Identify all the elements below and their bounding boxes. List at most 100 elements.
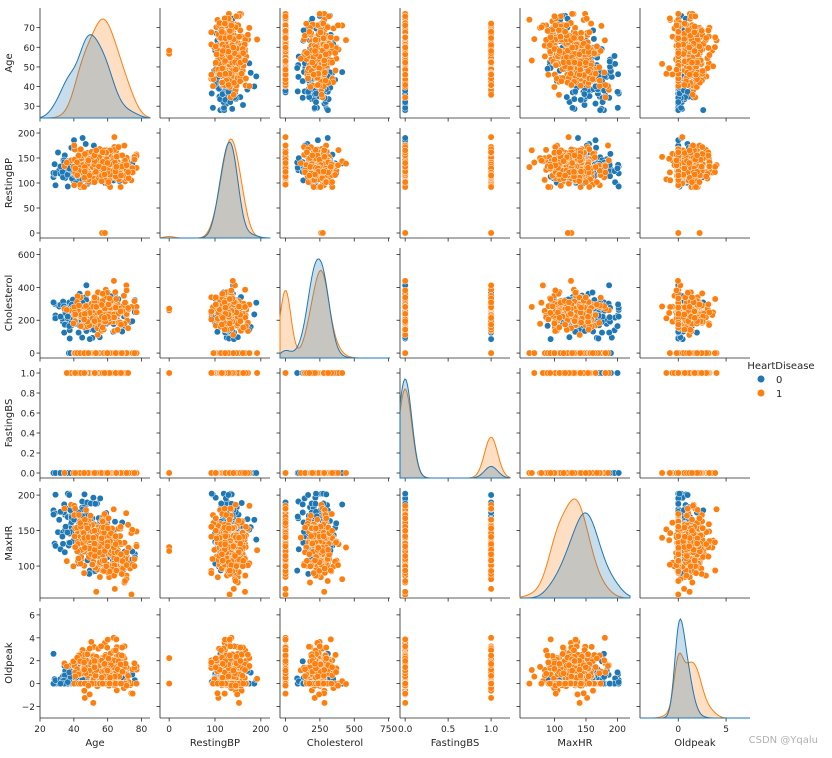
scatter-point-1 [487, 20, 495, 28]
scatter-point-1 [702, 34, 710, 42]
scatter-point-1 [699, 67, 707, 75]
scatter-point-1 [209, 82, 217, 90]
scatter-point-0 [239, 101, 247, 109]
scatter-point-1 [320, 34, 328, 42]
scatter-point-1 [604, 142, 612, 149]
scatter-point-1 [245, 82, 253, 90]
scatter-point-1 [216, 71, 224, 79]
scatter-point-1 [711, 43, 719, 51]
scatter-point-1 [80, 174, 88, 182]
scatter-point-1 [310, 71, 318, 79]
scatter-point-0 [577, 96, 585, 104]
scatter-point-1 [576, 66, 584, 74]
scatter-point-1 [666, 14, 674, 22]
panel-RestingBP-vs-Cholesterol [276, 128, 390, 242]
panel-RestingBP-vs-RestingBP [156, 128, 271, 242]
scatter-point-1 [321, 153, 328, 161]
scatter-point-1 [577, 183, 585, 191]
scatter-point-1 [689, 91, 697, 99]
scatter-point-1 [120, 142, 128, 150]
scatter-point-1 [70, 181, 78, 189]
scatter-point-0 [220, 104, 228, 112]
scatter-point-1 [401, 146, 409, 154]
scatter-point-0 [79, 134, 87, 142]
scatter-point-0 [611, 52, 618, 60]
scatter-point-1 [585, 145, 593, 153]
pairplot-panels [36, 8, 750, 722]
scatter-point-0 [580, 90, 588, 98]
scatter-point-1 [487, 148, 495, 156]
scatter-point-1 [487, 91, 495, 99]
scatter-point-1 [245, 24, 253, 32]
scatter-point-1 [282, 149, 289, 157]
scatter-point-1 [117, 172, 125, 179]
panel-Age-vs-RestingBP [156, 8, 270, 122]
scatter-point-1 [557, 33, 564, 41]
panel-Age-vs-Cholesterol [276, 8, 390, 122]
scatter-point-1 [320, 146, 328, 154]
scatter-point-1 [690, 28, 698, 36]
scatter-point-1 [105, 178, 112, 186]
scatter-point-1 [547, 163, 555, 171]
scatter-point-1 [282, 12, 289, 20]
scatter-point-1 [487, 183, 495, 191]
scatter-point-1 [401, 159, 409, 167]
scatter-point-0 [308, 15, 316, 23]
scatter-point-1 [487, 28, 495, 36]
scatter-point-1 [698, 27, 706, 35]
scatter-point-0 [54, 149, 62, 156]
scatter-point-1 [236, 77, 244, 85]
scatter-point-0 [590, 35, 598, 43]
scatter-point-1 [282, 27, 289, 35]
scatter-point-1 [547, 33, 555, 41]
scatter-point-0 [570, 95, 578, 103]
scatter-point-1 [218, 28, 226, 36]
scatter-point-1 [557, 77, 565, 85]
scatter-point-1 [322, 50, 330, 58]
scatter-point-0 [563, 93, 571, 101]
scatter-point-1 [322, 77, 329, 85]
scatter-point-1 [401, 59, 409, 67]
scatter-point-1 [303, 49, 311, 57]
scatter-point-1 [705, 51, 713, 59]
scatter-point-1 [691, 23, 699, 30]
scatter-point-0 [608, 73, 616, 81]
scatter-point-1 [674, 28, 682, 36]
scatter-point-1 [530, 159, 538, 166]
scatter-point-1 [115, 143, 122, 151]
scatter-point-0 [677, 104, 685, 112]
scatter-point-1 [104, 159, 111, 167]
scatter-point-1 [98, 177, 106, 185]
scatter-point-0 [311, 104, 319, 112]
scatter-point-0 [64, 183, 72, 190]
scatter-point-1 [530, 35, 538, 43]
scatter-point-1 [70, 142, 78, 149]
scatter-point-0 [299, 94, 307, 102]
scatter-point-1 [525, 16, 533, 24]
scatter-point-1 [593, 178, 601, 186]
scatter-point-1 [282, 142, 289, 149]
scatter-point-1 [342, 160, 350, 168]
scatter-point-1 [550, 83, 558, 91]
scatter-point-1 [584, 164, 592, 172]
scatter-point-1 [401, 33, 409, 41]
scatter-point-1 [597, 22, 605, 30]
scatter-point-1 [696, 229, 704, 237]
scatter-point-1 [401, 44, 409, 51]
scatter-point-1 [282, 181, 289, 189]
scatter-point-1 [564, 229, 572, 237]
scatter-point-1 [577, 168, 585, 176]
scatter-point-1 [561, 28, 569, 36]
scatter-point-1 [229, 44, 237, 51]
scatter-point-0 [208, 90, 216, 97]
scatter-point-1 [593, 42, 601, 50]
scatter-point-1 [327, 33, 335, 41]
scatter-point-1 [77, 145, 85, 153]
scatter-point-1 [328, 178, 336, 186]
scatter-point-1 [322, 42, 330, 50]
scatter-point-1 [314, 81, 322, 89]
panel-RestingBP-vs-FastingBS [396, 128, 510, 242]
scatter-point-1 [80, 183, 88, 191]
scatter-point-1 [308, 59, 316, 66]
panel-RestingBP-vs-MaxHR [516, 128, 630, 242]
